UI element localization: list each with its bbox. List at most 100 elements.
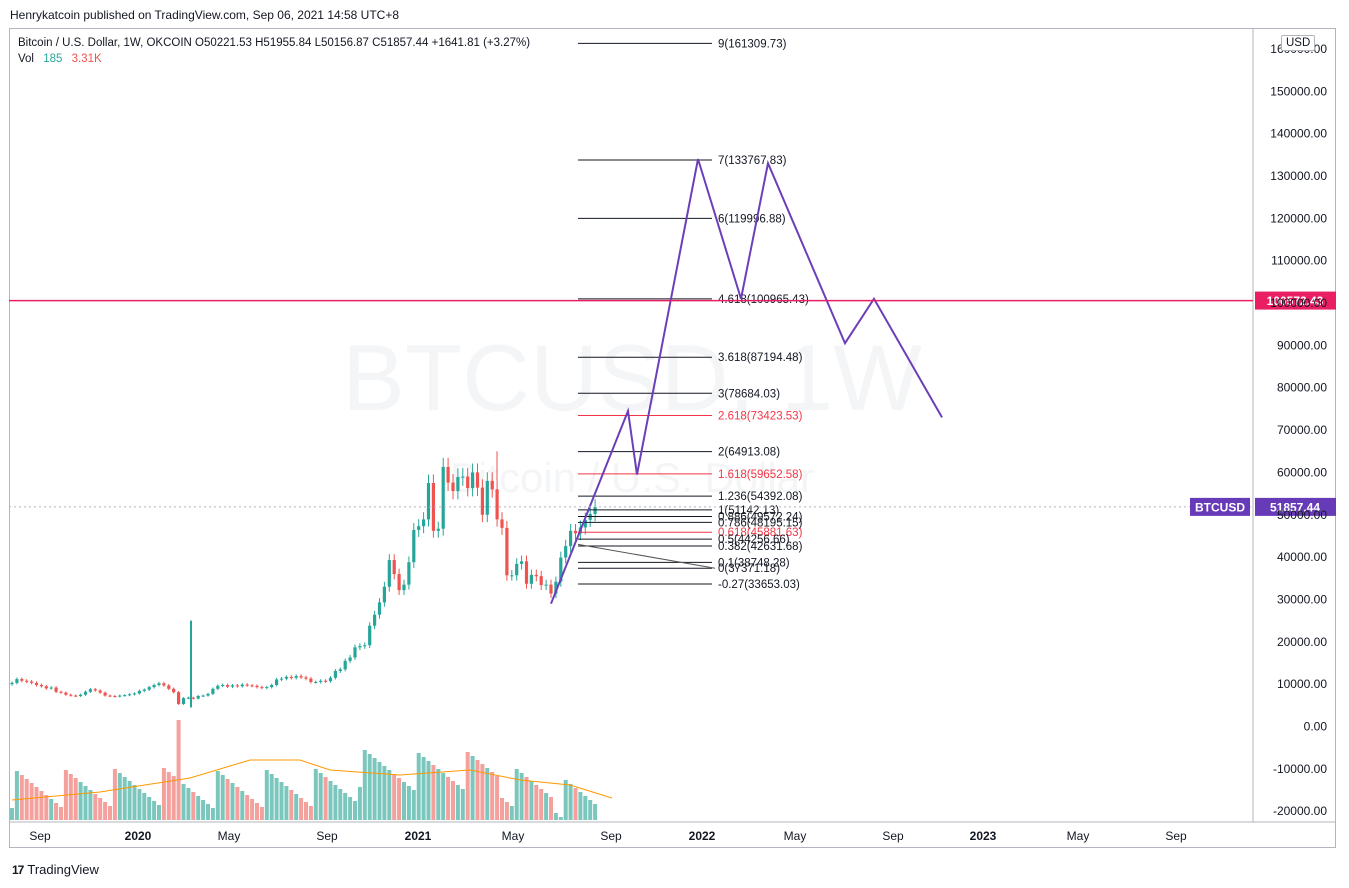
candle-body xyxy=(480,487,484,515)
symbol-watermark: BTCUSD, 1W Bitcoin / U.S. Dollar xyxy=(342,325,922,501)
candle-body xyxy=(544,584,548,586)
time-axis[interactable]: Sep 2020 May Sep 2021 May Sep 2022 May Sep 2023 May… xyxy=(29,829,1187,843)
fib-trend-line xyxy=(577,543,716,569)
candle-body xyxy=(142,689,146,691)
candle-body xyxy=(177,692,181,705)
volume-bar xyxy=(235,787,240,820)
candle-body xyxy=(368,625,372,646)
candle-body xyxy=(284,676,288,679)
volume-bar xyxy=(93,794,98,820)
candle-body xyxy=(500,519,504,528)
volume-bar xyxy=(171,776,176,820)
volume-bar xyxy=(255,803,259,820)
volume-bar xyxy=(460,789,465,820)
volume-bar xyxy=(514,769,519,820)
candle-body xyxy=(529,574,533,584)
candle-body xyxy=(446,466,450,483)
fib-level-label: 0.382(42631.68) xyxy=(718,541,803,553)
volume-bar xyxy=(357,787,362,820)
candle-body xyxy=(275,679,279,685)
volume-bar xyxy=(313,769,318,820)
projection-polyline xyxy=(550,158,943,605)
volume-bar xyxy=(98,798,103,820)
volume-label: Vol xyxy=(18,53,34,65)
candle-body xyxy=(402,584,406,591)
volume-bar xyxy=(485,768,490,820)
candle-body xyxy=(181,698,186,705)
volume-bar xyxy=(39,791,44,820)
tradingview-logo[interactable]: 17 TradingView xyxy=(12,862,99,877)
candle-body xyxy=(294,676,298,678)
candle-body xyxy=(559,557,563,582)
candle-body xyxy=(328,677,333,682)
volume-bar xyxy=(210,808,215,820)
projection-path[interactable] xyxy=(550,158,943,605)
candle-body xyxy=(255,685,259,688)
candle-body xyxy=(30,681,34,683)
watermark-symbol: BTCUSD, 1W xyxy=(342,325,922,430)
volume-bar xyxy=(382,766,387,820)
chart-frame xyxy=(9,28,1336,848)
fib-level-label: 0.618(45881.63) xyxy=(718,527,803,539)
tradingview-logo-mark: 17 xyxy=(12,862,24,877)
candle-body xyxy=(309,678,313,683)
volume-bar xyxy=(308,806,313,820)
candle-body xyxy=(25,680,29,682)
volume-value-2: 3.31K xyxy=(71,53,102,65)
volume-bar xyxy=(451,781,455,820)
volume-bar xyxy=(24,779,29,820)
volume-bar xyxy=(573,788,578,820)
candle-body xyxy=(495,489,499,520)
candle-body xyxy=(196,696,200,699)
x-tick-label: Sep xyxy=(1165,829,1187,843)
volume-bar xyxy=(529,781,534,820)
volume-bar xyxy=(426,761,431,820)
volume-bar xyxy=(44,795,49,820)
candle-body xyxy=(539,576,543,586)
candle-body xyxy=(113,696,117,698)
fib-extension-tool[interactable]: 9(161309.73)7(133767.83)6(119996.88)4.61… xyxy=(577,38,809,591)
volume-bar xyxy=(137,789,142,820)
candle-body xyxy=(289,676,293,678)
volume-bar xyxy=(83,786,88,820)
x-tick-label: 2022 xyxy=(689,829,716,843)
volume-bar xyxy=(54,803,59,820)
candle-body xyxy=(250,685,254,687)
candle-body xyxy=(485,480,489,515)
volume-bar xyxy=(49,799,54,820)
volume-bar xyxy=(269,774,274,820)
volume-bar xyxy=(348,797,353,820)
volume-bar xyxy=(186,788,191,820)
candle-body xyxy=(304,677,308,679)
volume-ma-line xyxy=(11,759,613,801)
candle-body xyxy=(431,482,435,531)
candle-body xyxy=(441,466,445,529)
candle-body xyxy=(475,472,480,488)
volume-bar xyxy=(181,784,186,820)
candle-series[interactable] xyxy=(10,451,597,708)
volume-bar xyxy=(333,785,338,820)
volume-bar xyxy=(59,807,63,820)
candle-body xyxy=(108,695,112,697)
candle-body xyxy=(299,676,303,678)
volume-bar xyxy=(553,813,558,820)
currency-button[interactable]: USD xyxy=(1281,35,1316,51)
candle-body xyxy=(235,685,239,687)
candle-body xyxy=(387,560,391,587)
volume-bar xyxy=(220,775,225,820)
x-tick-label: 2023 xyxy=(970,829,997,843)
candle-body xyxy=(123,695,127,697)
tradingview-logo-text: TradingView xyxy=(27,862,99,877)
volume-bar xyxy=(578,792,583,820)
candle-body xyxy=(74,695,78,697)
volume-bar xyxy=(161,768,166,820)
volume-bar xyxy=(343,793,348,820)
price-axis[interactable]: 160000.00150000.00140000.00130000.001200… xyxy=(1270,42,1327,818)
volume-bar xyxy=(509,806,514,820)
volume-bar xyxy=(568,784,573,820)
candle-body xyxy=(201,695,205,697)
horizontal-lines[interactable]: 100572.43 BTCUSD 51857.44 xyxy=(9,291,1336,516)
volume-bar xyxy=(519,773,524,820)
candle-body xyxy=(162,683,166,686)
